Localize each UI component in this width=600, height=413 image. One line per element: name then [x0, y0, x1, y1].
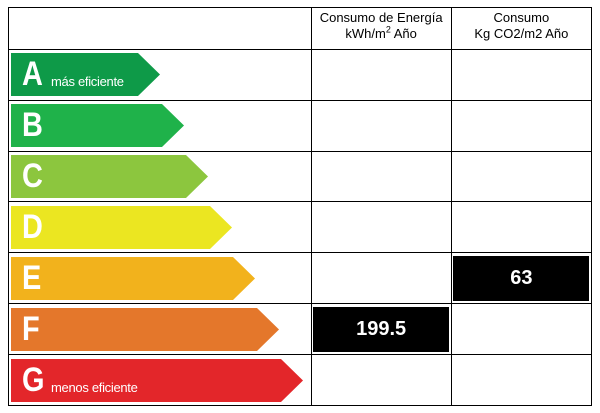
energy-value-cell [310, 354, 452, 406]
rating-row-c: C [8, 150, 593, 203]
rating-letter: C [22, 156, 43, 195]
energy-value-cell: 199.5 [310, 303, 452, 356]
energy-consumption-header: Consumo de Energía kWh/m2 Año [310, 7, 452, 50]
co2-header-line2: Kg CO2/m2 Año [474, 26, 569, 41]
co2-value-cell [450, 48, 593, 101]
energy-value-cell [310, 99, 452, 152]
rating-arrow-e [11, 256, 255, 300]
rating-letter: E [22, 258, 42, 297]
rating-letter: A [22, 55, 43, 94]
co2-value-cell [450, 354, 593, 406]
co2-value-cell [450, 99, 593, 152]
rating-letter: D [22, 207, 43, 246]
energy-value-cell [310, 48, 452, 101]
rating-arrow-cell: F [8, 303, 312, 356]
energy-value-cell [310, 201, 452, 254]
rating-row-d: D [8, 201, 593, 254]
energy-value-cell [310, 252, 452, 305]
co2-consumption-header: Consumo Kg CO2/m2 Año [450, 7, 593, 50]
rating-row-f: F 199.5 [8, 303, 593, 356]
co2-rating-value: 63 [453, 255, 590, 301]
co2-header-line1: Consumo [493, 10, 550, 25]
energy-value-cell [310, 150, 452, 203]
rating-arrow-cell: D [8, 201, 312, 254]
rating-arrow-d [11, 205, 232, 249]
energy-rating-value: 199.5 [313, 306, 450, 352]
rating-sublabel: menos eficiente [51, 379, 138, 395]
rating-arrow-cell: B [8, 99, 312, 152]
rating-letter: G [22, 360, 45, 399]
rating-arrow-g [11, 358, 303, 402]
co2-value-cell [450, 150, 593, 203]
energy-label-table: Consumo de Energía kWh/m2 Año Consumo Kg… [8, 7, 593, 406]
co2-value-cell [450, 201, 593, 254]
rating-arrow-a [11, 53, 160, 97]
energy-header-line1: Consumo de Energía [319, 10, 443, 25]
rating-arrow-cell: C [8, 150, 312, 203]
energy-header-line2: kWh/m2 Año [345, 24, 417, 41]
rating-row-b: B [8, 99, 593, 152]
header-blank-cell [8, 7, 312, 50]
rating-row-e: E 63 [8, 252, 593, 305]
rating-letter: B [22, 106, 43, 145]
rating-arrow-f [11, 307, 279, 351]
rating-letter: F [22, 309, 40, 348]
rating-arrow-cell: E [8, 252, 312, 305]
co2-value-cell [450, 303, 593, 356]
rating-sublabel: más eficiente [51, 74, 124, 90]
rating-arrow-b [11, 104, 184, 148]
co2-value-cell: 63 [450, 252, 593, 305]
rating-arrow-c [11, 154, 208, 198]
